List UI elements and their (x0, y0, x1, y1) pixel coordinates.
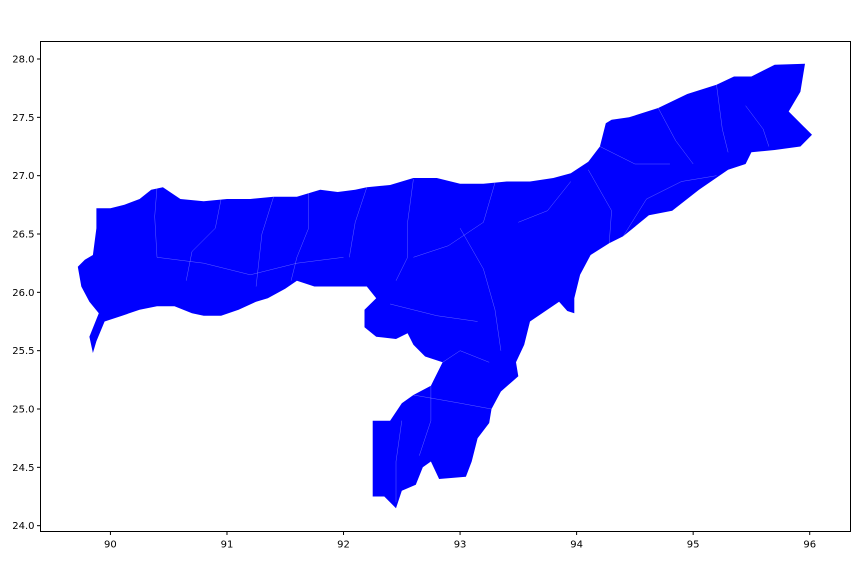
y-tick-label: 25.0 (12, 405, 34, 416)
x-tick-label: 91 (221, 540, 234, 551)
district-boundary (186, 198, 222, 281)
y-tick-label: 25.5 (12, 346, 34, 357)
district-boundary (599, 146, 670, 165)
state-region (77, 63, 813, 509)
district-boundary (623, 175, 717, 237)
x-tick-label: 90 (104, 540, 117, 551)
district-boundary (395, 179, 414, 281)
x-tick-label: 95 (687, 540, 700, 551)
y-tick-label: 28.0 (12, 55, 34, 66)
district-boundary (395, 420, 402, 503)
axes-frame (40, 41, 851, 532)
district-boundary (442, 350, 490, 363)
district-boundary (349, 187, 367, 258)
x-axis: 90 91 92 93 94 95 96 (104, 531, 816, 551)
district-boundary (290, 193, 309, 281)
district-boundary (419, 385, 432, 456)
district-boundary (658, 107, 694, 165)
district-boundary (156, 257, 344, 275)
district-boundary (588, 169, 612, 244)
y-tick-label: 24.5 (12, 463, 34, 474)
x-tick-label: 94 (570, 540, 583, 551)
district-boundary (413, 182, 496, 258)
district-boundary (255, 196, 274, 287)
district-boundary (413, 394, 492, 410)
district-boundaries (154, 84, 770, 503)
y-tick-label: 26.0 (12, 288, 34, 299)
y-axis: 24.0 24.5 25.0 25.5 26.0 26.5 27.0 27.5 28.0 (12, 55, 41, 532)
x-tick-label: 93 (454, 540, 467, 551)
district-boundary (154, 187, 158, 258)
district-boundary (390, 303, 478, 322)
x-tick-label: 96 (803, 540, 816, 551)
y-tick-label: 24.0 (12, 521, 34, 532)
district-boundary (459, 228, 502, 351)
map-regions (77, 63, 813, 509)
x-tick-label: 92 (337, 540, 350, 551)
y-tick-label: 27.0 (12, 171, 34, 182)
district-boundary (518, 181, 571, 223)
y-tick-label: 26.5 (12, 230, 34, 241)
district-boundary (745, 105, 770, 147)
y-tick-label: 27.5 (12, 113, 34, 124)
district-boundary (716, 84, 729, 153)
